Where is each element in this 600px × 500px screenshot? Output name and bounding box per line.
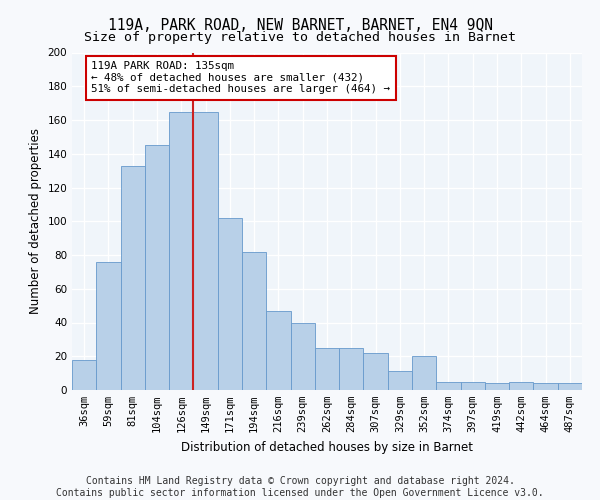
Bar [533, 383, 558, 390]
Text: 119A PARK ROAD: 135sqm
← 48% of detached houses are smaller (432)
51% of semi-de: 119A PARK ROAD: 135sqm ← 48% of detached… [91, 61, 391, 94]
Bar [315, 348, 339, 390]
Bar [242, 252, 266, 390]
Text: Size of property relative to detached houses in Barnet: Size of property relative to detached ho… [84, 31, 516, 44]
Bar [558, 383, 582, 390]
Y-axis label: Number of detached properties: Number of detached properties [29, 128, 42, 314]
Bar [145, 146, 169, 390]
Bar [436, 382, 461, 390]
X-axis label: Distribution of detached houses by size in Barnet: Distribution of detached houses by size … [181, 440, 473, 454]
Bar [412, 356, 436, 390]
Bar [266, 310, 290, 390]
Text: Contains HM Land Registry data © Crown copyright and database right 2024.
Contai: Contains HM Land Registry data © Crown c… [56, 476, 544, 498]
Text: 119A, PARK ROAD, NEW BARNET, BARNET, EN4 9QN: 119A, PARK ROAD, NEW BARNET, BARNET, EN4… [107, 18, 493, 32]
Bar [388, 372, 412, 390]
Bar [290, 322, 315, 390]
Bar [485, 383, 509, 390]
Bar [509, 382, 533, 390]
Bar [169, 112, 193, 390]
Bar [218, 218, 242, 390]
Bar [339, 348, 364, 390]
Bar [461, 382, 485, 390]
Bar [96, 262, 121, 390]
Bar [121, 166, 145, 390]
Bar [193, 112, 218, 390]
Bar [72, 360, 96, 390]
Bar [364, 353, 388, 390]
